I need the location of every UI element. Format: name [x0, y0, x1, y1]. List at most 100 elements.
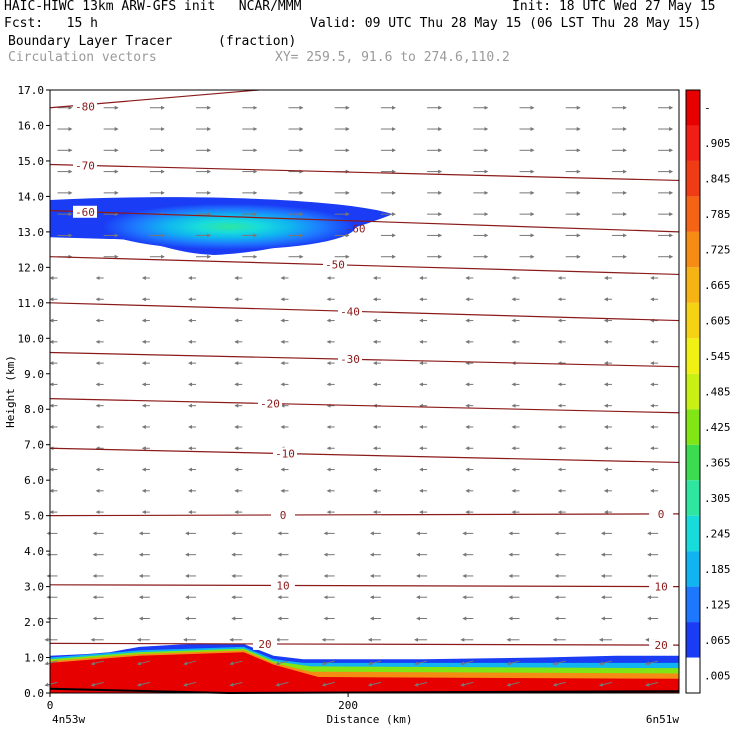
- colorbar-swatch: [686, 515, 700, 552]
- colorbar-label: .485: [704, 386, 731, 399]
- colorbar-label: .245: [704, 527, 731, 540]
- contour-label-bg: [649, 639, 674, 652]
- colorbar-label: .065: [704, 634, 731, 647]
- field-units: (fraction): [218, 34, 297, 49]
- y-tick-label: 16.0: [18, 119, 45, 132]
- temperature-contours: -80 -70 -60 -60 -50 -40 -30 -20 -10 0 0 10 10 20 20: [49, 89, 680, 652]
- vector-arrow: [275, 660, 289, 666]
- colorbar-swatch: [686, 196, 700, 232]
- colorbar-swatch: [686, 409, 700, 445]
- plot-frame: [49, 89, 680, 694]
- vector-arrow: [552, 660, 566, 666]
- vector-arrow: [229, 660, 243, 666]
- vector-arrow: [321, 681, 335, 687]
- circulation-vectors: [44, 105, 674, 687]
- colorbar-label: .185: [704, 563, 731, 576]
- contour-label-bg: [271, 508, 295, 521]
- field-name: Boundary Layer Tracer: [8, 34, 173, 49]
- contour-label: -30: [340, 353, 360, 366]
- vector-arrow: [44, 681, 58, 687]
- contour-label-bg: [338, 305, 362, 318]
- contour-label-bg: [323, 258, 347, 271]
- vector-arrow: [645, 660, 659, 666]
- y-tick-label: 2.0: [24, 616, 44, 629]
- x-end-label-right: 6n51w: [646, 713, 679, 726]
- vector-arrow: [136, 681, 150, 687]
- vector-arrow: [460, 681, 474, 687]
- colorbar-label: .905: [704, 137, 731, 150]
- colorbar-swatch: [686, 160, 700, 197]
- contour-line: [49, 397, 680, 414]
- y-tick-label: 1.0: [24, 652, 44, 665]
- xy-readout: XY= 259.5, 91.6 to 274.6,110.2: [275, 50, 510, 65]
- vector-arrow: [44, 660, 58, 666]
- header-forecast: Fcst: 15 h: [4, 16, 98, 31]
- contour-label: 20: [654, 639, 667, 652]
- x-tick-label: 200: [338, 699, 358, 712]
- vector-arrow: [183, 681, 197, 687]
- contour-line: [49, 513, 680, 517]
- colorbar-swatch: [686, 551, 700, 587]
- vector-arrow: [506, 660, 520, 666]
- vector-arrow: [506, 681, 520, 687]
- vector-arrow: [136, 660, 150, 666]
- vector-arrow: [90, 681, 104, 687]
- colorbar-swatch: [686, 586, 700, 623]
- vector-arrow: [645, 681, 659, 687]
- axes: 0.0 1.0 2.0 3.0 4.0 5.0 6.0 7.0 8.0 9.0 10.0 11.0 12…: [4, 84, 680, 726]
- colorbar-frame: [685, 89, 701, 694]
- vector-arrow: [414, 681, 428, 687]
- header-init: Init: 18 UTC Wed 27 May 15: [512, 0, 716, 14]
- y-tick-label: 11.0: [18, 297, 45, 310]
- contour-label: -60: [346, 222, 366, 235]
- tracer-field: [49, 197, 680, 695]
- x-end-label-left: 4n53w: [52, 713, 85, 726]
- contour-label: 0: [658, 508, 665, 521]
- vector-arrow: [598, 660, 613, 666]
- vector-arrow: [229, 681, 243, 687]
- vector-arrow: [598, 681, 613, 687]
- contour-label-bg: [258, 397, 282, 410]
- contour-label-bg: [338, 353, 362, 366]
- colorbar-swatch: [686, 231, 700, 268]
- contour-line: [49, 351, 680, 368]
- contour-line: [49, 210, 680, 233]
- y-tick-label: 0.0: [24, 687, 44, 700]
- vector-arrow: [275, 681, 289, 687]
- tracer-bl-level-4: [50, 652, 679, 693]
- colorbar-swatch: [686, 622, 700, 658]
- y-tick-label: 10.0: [18, 332, 45, 345]
- vector-arrow: [367, 660, 382, 666]
- contour-label-bg: [253, 637, 277, 650]
- colorbar-swatch: [686, 338, 700, 374]
- colorbar-label: .545: [704, 350, 731, 363]
- colorbar-label: .605: [704, 315, 731, 328]
- contour-label-bg: [73, 159, 97, 172]
- contour-label-bg: [649, 580, 674, 593]
- contour-label: 20: [258, 638, 271, 651]
- colorbar-label: .365: [704, 456, 731, 469]
- contour-line: [49, 447, 680, 464]
- colorbar-label: .665: [704, 279, 731, 292]
- contour-label: -20: [260, 398, 280, 411]
- colorbar-label: .725: [704, 244, 731, 257]
- colorbar-label: .305: [704, 492, 731, 505]
- colorbar: .005 .065 .125 .185 .245 .305 .365 .425 .485 .545…: [685, 89, 731, 694]
- colorbar-swatch: [686, 125, 700, 161]
- contour-label: -70: [75, 159, 95, 172]
- contour-label: -50: [325, 259, 345, 272]
- y-tick-label: 13.0: [18, 226, 45, 239]
- vector-arrow: [183, 660, 197, 666]
- vector-arrow: [414, 660, 428, 666]
- vector-arrow: [90, 660, 104, 666]
- overlay-name: Circulation vectors: [8, 50, 157, 65]
- colorbar-swatch: [686, 657, 700, 693]
- contour-label-bg: [73, 205, 97, 218]
- contour-line: [49, 584, 680, 588]
- colorbar-swatch: [686, 373, 700, 410]
- vector-arrow: [367, 681, 382, 687]
- colorbar-label: -: [704, 102, 711, 115]
- contour-label: -80: [75, 101, 95, 114]
- y-tick-label: 6.0: [24, 474, 44, 487]
